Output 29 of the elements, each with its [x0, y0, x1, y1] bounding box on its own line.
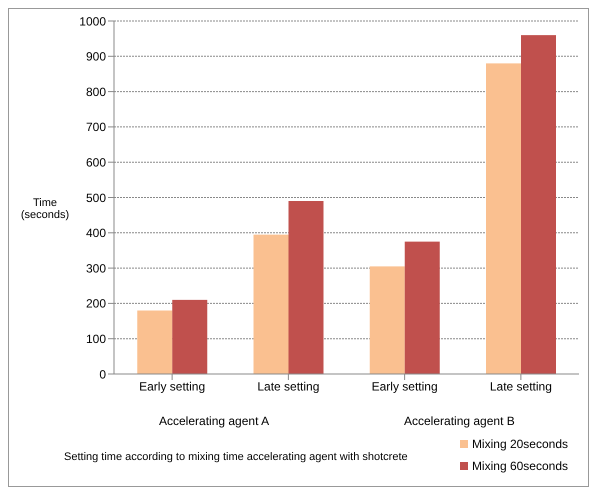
x-tick-label: Early setting	[139, 380, 206, 394]
text: Accelerating agent B	[404, 414, 515, 428]
bar	[172, 300, 208, 374]
text: Accelerating agent A	[159, 414, 270, 428]
y-tick-label: 1000	[79, 14, 106, 28]
text: Setting time according to mixing time accelerating agent with shotcrete	[64, 451, 408, 463]
y-tick-label: 600	[86, 155, 106, 170]
x-tick-label: Early setting	[372, 380, 438, 394]
bar	[370, 266, 405, 374]
bar	[137, 310, 172, 374]
bar	[486, 63, 521, 374]
y-tick-label: 700	[86, 120, 106, 134]
bar	[288, 201, 324, 374]
y-tick-label: 300	[86, 261, 106, 276]
y-tick-label: 400	[86, 226, 106, 240]
bar	[521, 35, 556, 374]
x-tick-label: Late setting	[490, 380, 552, 394]
y-axis-title: Time (seconds)	[20, 197, 70, 221]
bar	[254, 234, 288, 374]
y-tick-label: 0	[99, 367, 106, 382]
y-tick-label: 800	[86, 84, 106, 99]
y-tick-label: 900	[86, 50, 106, 64]
legend-label: Mixing 60seconds	[470, 459, 568, 473]
x-tick-label: Late setting	[257, 380, 320, 394]
y-tick-label: 200	[86, 296, 106, 311]
y-tick-label: 100	[86, 332, 106, 346]
legend-label: Mixing 20seconds	[470, 437, 568, 451]
bar	[404, 242, 440, 374]
y-tick-label: 500	[86, 190, 106, 205]
